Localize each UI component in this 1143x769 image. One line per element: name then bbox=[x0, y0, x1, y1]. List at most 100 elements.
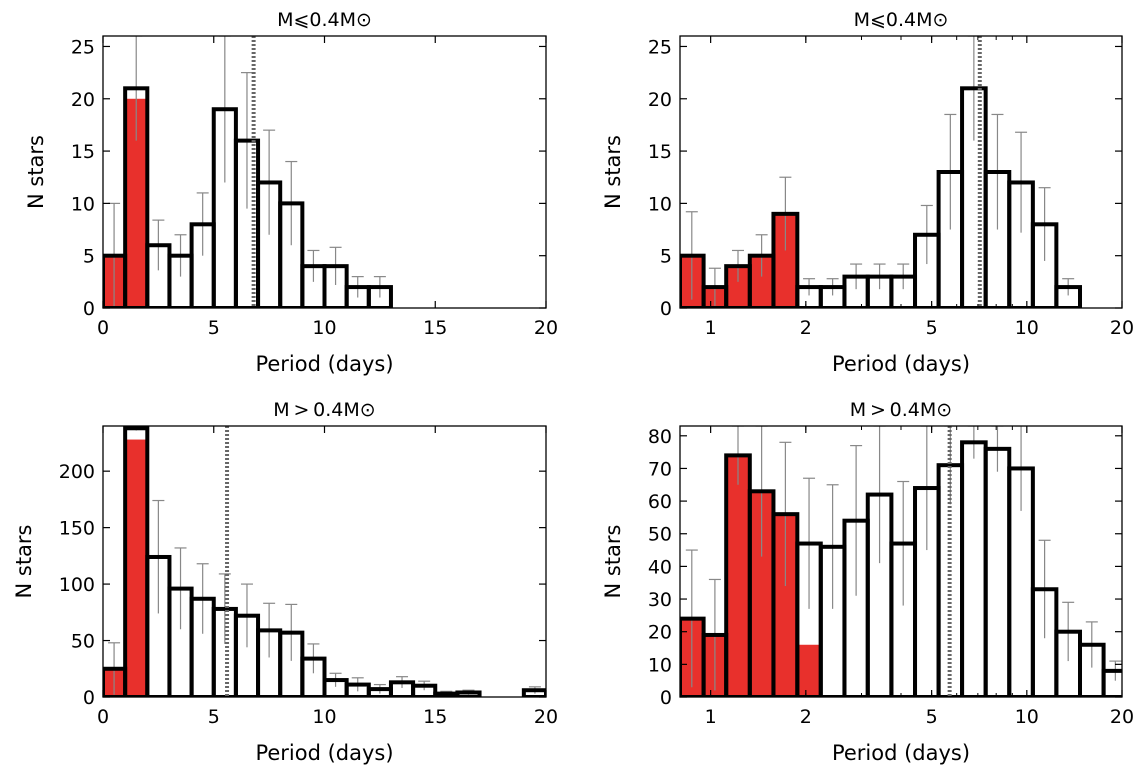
x-tick-label: 5 bbox=[926, 706, 938, 728]
y-tick-label: 20 bbox=[648, 89, 672, 111]
bar bbox=[213, 109, 236, 308]
plot-area bbox=[103, 36, 393, 308]
bar-outline bbox=[1054, 285, 1083, 308]
x-tick-label: 20 bbox=[1110, 317, 1134, 339]
bar bbox=[302, 266, 325, 308]
bar bbox=[213, 608, 236, 697]
bar-outline bbox=[680, 253, 706, 308]
bar bbox=[191, 598, 214, 697]
chart-title: M > 0.4M⊙ bbox=[273, 399, 375, 421]
y-tick-label: 0 bbox=[660, 687, 672, 709]
red-bar bbox=[749, 491, 774, 697]
bar-outline bbox=[771, 211, 800, 308]
bar bbox=[1032, 589, 1057, 697]
x-axis-label: Period (days) bbox=[255, 741, 393, 765]
bar bbox=[280, 632, 303, 697]
red-bar bbox=[797, 644, 821, 697]
bar bbox=[457, 692, 480, 697]
x-tick-label: 2 bbox=[800, 706, 812, 728]
bar bbox=[844, 276, 868, 308]
y-tick-label: 5 bbox=[660, 246, 672, 268]
x-tick-label: 0 bbox=[97, 317, 109, 339]
bar bbox=[867, 494, 892, 697]
x-tick-label: 0 bbox=[97, 706, 109, 728]
bar bbox=[915, 234, 939, 308]
bar bbox=[147, 556, 170, 697]
y-tick-label: 15 bbox=[648, 141, 672, 163]
x-tick-label: 5 bbox=[926, 317, 938, 339]
x-tick-label: 10 bbox=[312, 706, 336, 728]
bar bbox=[891, 543, 916, 697]
y-tick-label: 80 bbox=[648, 426, 672, 448]
bar bbox=[797, 287, 821, 308]
y-tick-label: 10 bbox=[71, 193, 95, 215]
y-tick-label: 100 bbox=[59, 574, 95, 596]
red-bar bbox=[125, 98, 148, 308]
chart-title: M⩽0.4M⊙ bbox=[854, 9, 949, 31]
plot-area bbox=[103, 426, 546, 697]
bar bbox=[1103, 670, 1122, 697]
bar bbox=[915, 488, 939, 697]
y-tick-label: 20 bbox=[648, 622, 672, 644]
red-bar bbox=[125, 439, 148, 697]
bar bbox=[191, 224, 214, 308]
bar bbox=[413, 685, 436, 697]
x-tick-label: 20 bbox=[1110, 706, 1134, 728]
bar bbox=[1032, 224, 1057, 308]
y-tick-label: 0 bbox=[83, 298, 95, 320]
plot-area bbox=[680, 36, 1083, 308]
bar bbox=[235, 140, 259, 308]
bar bbox=[258, 630, 281, 697]
x-tick-label: 2 bbox=[800, 317, 812, 339]
y-tick-label: 60 bbox=[648, 491, 672, 513]
bar bbox=[258, 182, 281, 308]
y-tick-label: 70 bbox=[648, 458, 672, 480]
bar bbox=[302, 658, 325, 697]
x-axis-label: Period (days) bbox=[832, 741, 970, 765]
x-tick-label: 20 bbox=[534, 317, 558, 339]
y-tick-label: 0 bbox=[83, 687, 95, 709]
y-tick-label: 20 bbox=[71, 89, 95, 111]
x-tick-label: 15 bbox=[423, 317, 447, 339]
bar bbox=[985, 448, 1010, 697]
bar bbox=[1080, 644, 1104, 697]
bar bbox=[938, 465, 963, 697]
y-tick-label: 15 bbox=[71, 141, 95, 163]
x-tick-label: 5 bbox=[208, 706, 220, 728]
bar bbox=[390, 682, 414, 697]
y-tick-label: 10 bbox=[648, 193, 672, 215]
y-tick-label: 40 bbox=[648, 556, 672, 578]
y-axis-label: N stars bbox=[12, 524, 36, 598]
x-axis-label: Period (days) bbox=[255, 352, 393, 376]
bar bbox=[867, 276, 892, 308]
bar bbox=[820, 546, 845, 697]
red-bar bbox=[773, 213, 798, 308]
bar-outline bbox=[1030, 222, 1059, 308]
bar bbox=[1056, 287, 1081, 308]
bar bbox=[235, 615, 259, 697]
y-axis-label: N stars bbox=[601, 524, 625, 598]
chart-title: M > 0.4M⊙ bbox=[850, 399, 952, 421]
bar-outline bbox=[366, 285, 393, 308]
bar-outline bbox=[278, 201, 305, 308]
y-tick-label: 30 bbox=[648, 589, 672, 611]
bar-outline bbox=[455, 690, 482, 697]
y-tick-label: 50 bbox=[648, 524, 672, 546]
bar bbox=[169, 588, 192, 697]
y-tick-label: 25 bbox=[648, 36, 672, 58]
y-tick-label: 5 bbox=[83, 246, 95, 268]
y-axis-label: N stars bbox=[24, 135, 48, 209]
bar bbox=[891, 276, 916, 308]
plot-area bbox=[680, 426, 1122, 697]
bar bbox=[844, 520, 868, 697]
chart-title: M⩽0.4M⊙ bbox=[277, 9, 372, 31]
red-bar bbox=[773, 514, 798, 697]
bar bbox=[1056, 631, 1081, 697]
bar bbox=[147, 245, 170, 308]
x-tick-label: 20 bbox=[534, 706, 558, 728]
x-tick-label: 1 bbox=[705, 317, 717, 339]
bar bbox=[169, 255, 192, 308]
